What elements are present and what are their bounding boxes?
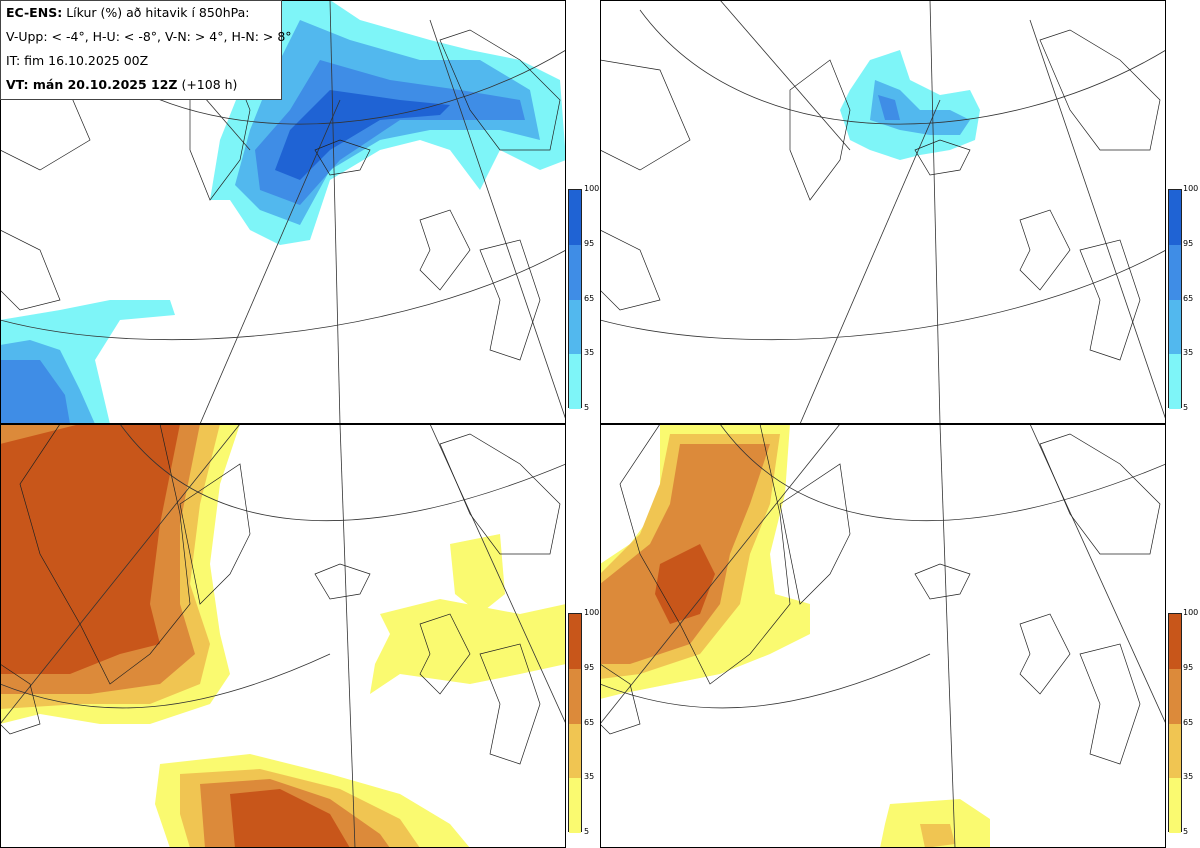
cb-tick: 65 <box>1183 718 1194 727</box>
cb-tick: 100 <box>584 184 600 193</box>
cb-tick: 65 <box>584 718 595 727</box>
cb-seg <box>1169 245 1181 300</box>
cb-tick: 65 <box>1183 294 1194 303</box>
map-v-n-svg <box>0 424 566 848</box>
lead-time: (+108 h) <box>181 77 238 92</box>
cb-tick: 35 <box>1183 772 1194 781</box>
cb-tick: 95 <box>584 663 595 672</box>
cb-seg <box>569 669 581 724</box>
cb-tick: 100 <box>584 608 600 617</box>
cb-seg <box>569 190 581 245</box>
map-h-u-svg <box>600 0 1166 424</box>
cb-seg <box>1169 614 1181 669</box>
map-h-n-svg <box>600 424 1166 848</box>
cb-seg <box>1169 778 1181 833</box>
colorbar-orange-bottom-right <box>1168 613 1182 833</box>
cb-seg <box>1169 669 1181 724</box>
cb-seg <box>1169 300 1181 354</box>
title-text: Líkur (%) að hitavik í 850hPa: <box>66 5 250 20</box>
cb-seg <box>569 778 581 833</box>
cb-seg <box>569 245 581 300</box>
cb-seg <box>569 354 581 409</box>
cb-seg <box>1169 190 1181 245</box>
cb-tick: 35 <box>1183 348 1194 357</box>
colorbar-blue-top-left <box>568 189 582 409</box>
cb-tick: 5 <box>1183 403 1189 412</box>
cb-tick: 95 <box>1183 239 1194 248</box>
colorbar-blue-top-right <box>1168 189 1182 409</box>
cb-tick: 5 <box>1183 827 1189 836</box>
map-panel-v-upp <box>0 0 566 424</box>
cb-tick: 35 <box>584 348 595 357</box>
map-panel-v-n <box>0 424 566 848</box>
map-panel-h-n <box>600 424 1166 848</box>
cb-tick: 35 <box>584 772 595 781</box>
colorbar-orange-bottom-left <box>568 613 582 833</box>
map-panel-h-u <box>600 0 1166 424</box>
map-v-upp-svg <box>0 0 566 424</box>
cb-seg <box>569 300 581 354</box>
cb-seg <box>1169 724 1181 778</box>
cb-seg <box>1169 354 1181 409</box>
issue-time: IT: fim 16.10.2025 00Z <box>6 53 149 68</box>
cb-tick: 5 <box>584 403 590 412</box>
model-name: EC-ENS: <box>6 5 63 20</box>
cb-seg <box>569 724 581 778</box>
panel-legend-line: V-Upp: < -4°, H-U: < -8°, V-N: > 4°, H-N… <box>6 29 292 44</box>
info-box: EC-ENS: Líkur (%) að hitavik í 850hPa: V… <box>0 0 292 101</box>
title-line: EC-ENS: Líkur (%) að hitavik í 850hPa: <box>6 5 276 29</box>
valid-time-line: VT: mán 20.10.2025 12Z (+108 h) <box>6 77 276 101</box>
cb-seg <box>569 614 581 669</box>
cb-tick: 65 <box>584 294 595 303</box>
cb-tick: 5 <box>584 827 590 836</box>
cb-tick: 100 <box>1183 608 1199 617</box>
cb-tick: 95 <box>1183 663 1194 672</box>
cb-tick: 100 <box>1183 184 1199 193</box>
valid-time: VT: mán 20.10.2025 12Z <box>6 77 178 92</box>
cb-tick: 95 <box>584 239 595 248</box>
